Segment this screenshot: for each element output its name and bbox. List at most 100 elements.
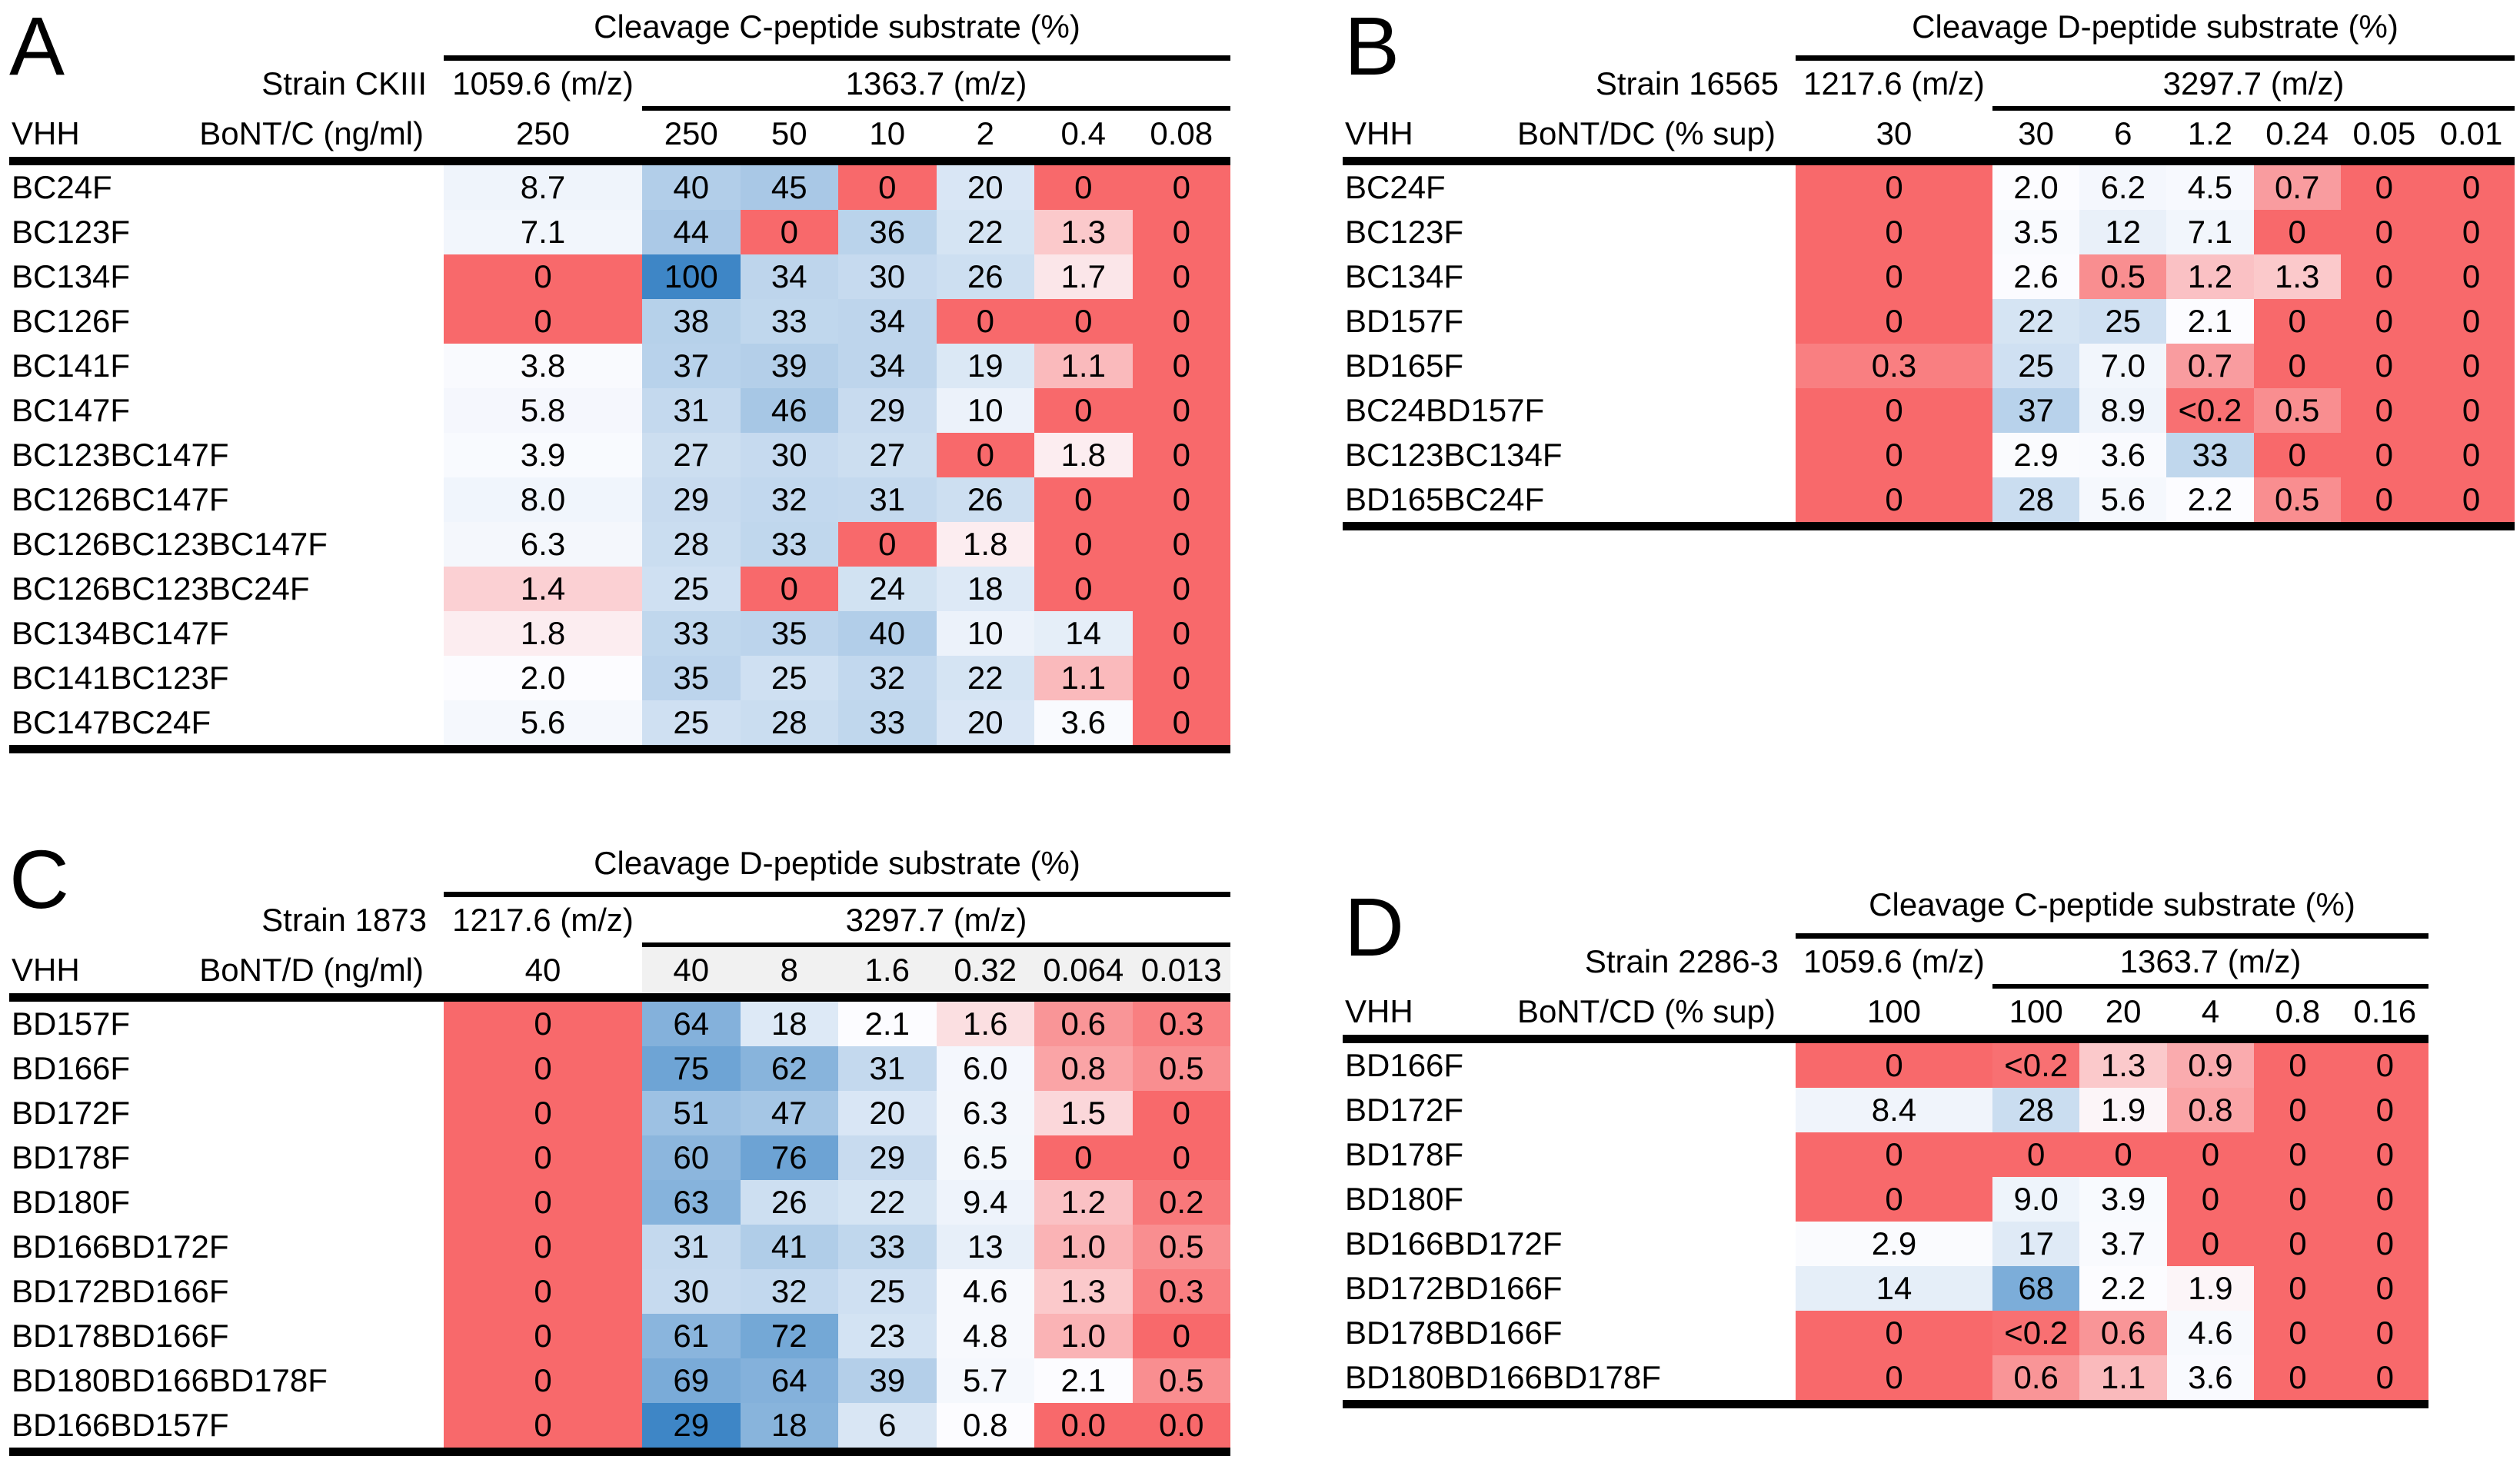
heatmap-cell: 22 bbox=[936, 656, 1034, 700]
heatmap-cell: 2.1 bbox=[1034, 1358, 1133, 1403]
heatmap-cell: 20 bbox=[936, 165, 1034, 210]
heatmap-cell: 32 bbox=[740, 1269, 838, 1314]
heatmap-cell: 29 bbox=[838, 1135, 937, 1180]
conc-header-cell: 0.013 bbox=[1132, 947, 1230, 993]
table-row: BD178BD166F 0 61 72 23 4.8 1.0 0 bbox=[9, 1314, 1230, 1358]
row-label: BD165BC24F bbox=[1343, 477, 1796, 522]
row-label: BC24F bbox=[9, 165, 444, 210]
row-label: BD166BD172F bbox=[9, 1225, 444, 1269]
heatmap-cell: 25 bbox=[740, 656, 838, 700]
heatmap-cell: 7.1 bbox=[444, 210, 642, 254]
heatmap-cell: 34 bbox=[838, 299, 937, 344]
heatmap-cell: 4.8 bbox=[936, 1314, 1034, 1358]
strain-label: Strain 16565 bbox=[1595, 65, 1779, 101]
heatmap-cell: 27 bbox=[642, 433, 741, 477]
table-row: BD172BD166F 0 30 32 25 4.6 1.3 0.3 bbox=[9, 1269, 1230, 1314]
heatmap-cell: 0 bbox=[2254, 1266, 2342, 1311]
table-row: BD166F 0 75 62 31 6.0 0.8 0.5 bbox=[9, 1046, 1230, 1091]
heatmap-cell: 1.6 bbox=[936, 1002, 1034, 1046]
heatmap-cell: 41 bbox=[740, 1225, 838, 1269]
heatmap-cell: 0 bbox=[1132, 165, 1230, 210]
heatmap-cell: 0 bbox=[444, 1358, 642, 1403]
heatmap-cell: 0 bbox=[1796, 1355, 1992, 1400]
heatmap-cell: 0 bbox=[1796, 477, 1992, 522]
heatmap-cell: 0 bbox=[444, 1091, 642, 1135]
mz-row: Strain 16565 1217.6 (m/z) 3297.7 (m/z) bbox=[1343, 61, 2515, 111]
mz-row: Strain 1873 1217.6 (m/z) 3297.7 (m/z) bbox=[9, 897, 1230, 947]
heatmap-cell: 5.6 bbox=[2079, 477, 2167, 522]
heatmap-cell: 14 bbox=[1034, 611, 1133, 656]
heatmap-cell: 0 bbox=[2254, 1043, 2342, 1088]
heatmap-cell: 1.9 bbox=[2166, 1266, 2255, 1311]
heatmap-cell: 0 bbox=[1132, 1091, 1230, 1135]
row-label: BC147F bbox=[9, 388, 444, 433]
heatmap-cell: 2.0 bbox=[1992, 165, 2080, 210]
heatmap-cell: 1.0 bbox=[1034, 1314, 1133, 1358]
heatmap-cell: 1.3 bbox=[1034, 1269, 1133, 1314]
heatmap-cell: 0 bbox=[2341, 1266, 2428, 1311]
heatmap-cell: 69 bbox=[642, 1358, 741, 1403]
table-row: BD172F 0 51 47 20 6.3 1.5 0 bbox=[9, 1091, 1230, 1135]
row-label: BD172BD166F bbox=[1343, 1266, 1796, 1311]
table-row: BC123F 7.1 44 0 36 22 1.3 0 bbox=[9, 210, 1230, 254]
heatmap-cell: 0 bbox=[2340, 433, 2428, 477]
heatmap-cell: 0.5 bbox=[2253, 477, 2341, 522]
heatmap-cell: 0 bbox=[1132, 254, 1230, 299]
heatmap-cell: 40 bbox=[838, 611, 937, 656]
conc-header-cell: 0.8 bbox=[2275, 993, 2321, 1029]
heatmap-cell: 0.0 bbox=[1034, 1403, 1133, 1448]
heatmap-cell: 0 bbox=[2254, 1177, 2342, 1222]
heatmap-cell: 31 bbox=[642, 388, 741, 433]
heatmap-cell: 47 bbox=[740, 1091, 838, 1135]
heatmap-cell: 25 bbox=[2079, 299, 2167, 344]
heatmap-cell: 2.9 bbox=[1796, 1222, 1992, 1266]
heatmap-cell: <0.2 bbox=[2166, 388, 2254, 433]
table-row: BC134BC147F 1.8 33 35 40 10 14 0 bbox=[9, 611, 1230, 656]
heatmap-cell: 0 bbox=[1034, 477, 1133, 522]
heatmap-cell: 0 bbox=[2340, 388, 2428, 433]
heatmap-cell: 8.7 bbox=[444, 165, 642, 210]
heatmap-cell: 12 bbox=[2079, 210, 2167, 254]
heatmap-cell: 9.4 bbox=[936, 1180, 1034, 1225]
heatmap-cell: 7.1 bbox=[2166, 210, 2254, 254]
title-row: Cleavage D-peptide substrate (%) bbox=[1343, 3, 2515, 61]
heatmap-cell: 0 bbox=[2341, 1355, 2428, 1400]
heatmap-cell: 0 bbox=[1132, 388, 1230, 433]
mz-row: Strain CKIII 1059.6 (m/z) 1363.7 (m/z) bbox=[9, 61, 1230, 111]
mz-row: Strain 2286-3 1059.6 (m/z) 1363.7 (m/z) bbox=[1343, 939, 2428, 989]
heatmap-cell: 3.9 bbox=[2079, 1177, 2167, 1222]
vhh-header: VHH bbox=[12, 952, 80, 988]
conc-header-cell: 0.24 bbox=[2265, 115, 2329, 151]
name-header-cell: VHH BoNT/CD (% sup) bbox=[1343, 989, 1796, 1035]
row-label: BC126BC123BC147F bbox=[9, 522, 444, 567]
heatmap-cell: 6 bbox=[838, 1403, 937, 1448]
name-header-cell: VHH BoNT/DC (% sup) bbox=[1343, 111, 1796, 157]
table-row: BD180BD166BD178F 0 0.6 1.1 3.6 0 0 bbox=[1343, 1355, 2428, 1400]
table-row: BC141BC123F 2.0 35 25 32 22 1.1 0 bbox=[9, 656, 1230, 700]
heatmap-cell: 33 bbox=[2166, 433, 2254, 477]
table-row: BD157F 0 22 25 2.1 0 0 0 bbox=[1343, 299, 2515, 344]
heatmap-cell: 64 bbox=[740, 1358, 838, 1403]
heatmap-cell: 34 bbox=[838, 344, 937, 388]
title-row: Cleavage D-peptide substrate (%) bbox=[9, 839, 1230, 897]
heatmap-cell: 0 bbox=[2341, 1043, 2428, 1088]
heatmap-cell: 0.7 bbox=[2253, 165, 2341, 210]
heatmap-cell: 19 bbox=[936, 344, 1034, 388]
heatmap-cell: 0 bbox=[1132, 611, 1230, 656]
heatmap-cell: 22 bbox=[838, 1180, 937, 1225]
heatmap-cell: 0 bbox=[2254, 1132, 2342, 1177]
name-header-cell: VHH BoNT/D (ng/ml) bbox=[9, 947, 444, 993]
heatmap-cell: 31 bbox=[838, 1046, 937, 1091]
heatmap-cell: 6.0 bbox=[936, 1046, 1034, 1091]
heatmap-cell: 36 bbox=[838, 210, 937, 254]
row-label: BC141BC123F bbox=[9, 656, 444, 700]
heatmap-cell: 68 bbox=[1992, 1266, 2080, 1311]
heatmap-cell: 76 bbox=[740, 1135, 838, 1180]
table-row: BC126F 0 38 33 34 0 0 0 bbox=[9, 299, 1230, 344]
heatmap-cell: 0.5 bbox=[1132, 1046, 1230, 1091]
heatmap-cell: 0 bbox=[1796, 1311, 1992, 1355]
row-label: BC126F bbox=[9, 299, 444, 344]
heatmap-body: BC24F 8.7 40 45 0 20 0 0 BC123F 7.1 44 0 36 22 1.3 0 BC1… bbox=[9, 165, 1230, 753]
heatmap-cell: 0 bbox=[2253, 433, 2341, 477]
heatmap-cell: 31 bbox=[838, 477, 937, 522]
